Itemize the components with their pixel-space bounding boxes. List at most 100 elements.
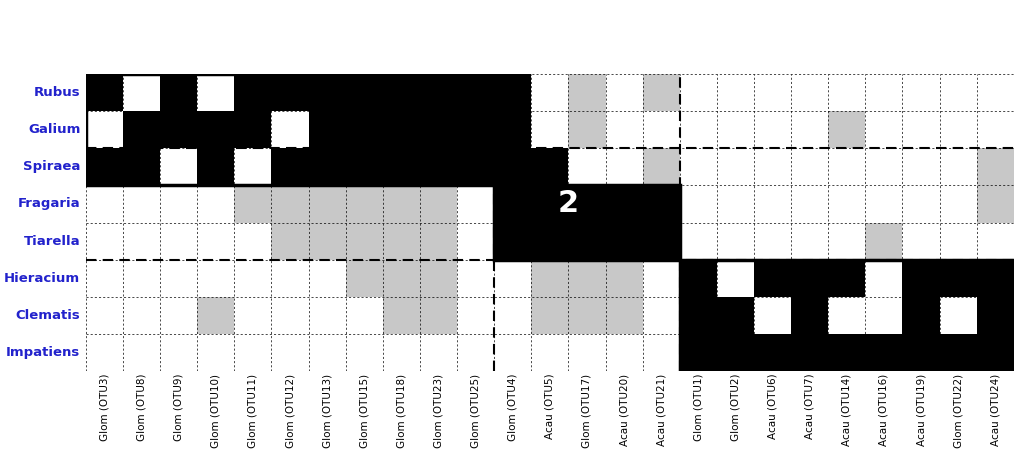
Bar (754, 297, 791, 334)
Bar (86, 111, 123, 148)
Bar (419, 111, 457, 148)
Bar (903, 74, 940, 111)
Bar (346, 260, 383, 297)
Bar (494, 148, 531, 185)
Bar (272, 260, 308, 297)
Bar (642, 74, 680, 111)
Bar (531, 334, 568, 371)
Bar (123, 74, 160, 111)
Bar (606, 334, 642, 371)
Bar (829, 74, 865, 111)
Bar (308, 148, 346, 185)
Bar (308, 74, 346, 111)
Bar (346, 222, 383, 260)
Bar (940, 260, 976, 297)
Bar (234, 74, 272, 111)
Bar (791, 185, 829, 222)
Bar (494, 334, 531, 371)
Bar (346, 297, 383, 334)
Bar (234, 111, 272, 148)
Bar (123, 148, 160, 185)
Bar (531, 222, 568, 260)
Bar (606, 185, 642, 222)
Bar (197, 334, 234, 371)
Bar (791, 334, 829, 371)
Bar (903, 148, 940, 185)
Bar (606, 260, 642, 297)
Bar (680, 334, 717, 371)
Bar (717, 111, 754, 148)
Bar (531, 148, 568, 185)
Bar (160, 111, 197, 148)
Bar (383, 111, 419, 148)
Bar (123, 185, 160, 222)
Bar (494, 222, 531, 260)
Bar (383, 185, 419, 222)
Bar (234, 334, 272, 371)
Bar (940, 222, 976, 260)
Bar (642, 260, 680, 297)
Bar (568, 222, 606, 260)
Bar (791, 111, 829, 148)
Bar (419, 297, 457, 334)
Bar (754, 74, 791, 111)
Bar (160, 297, 197, 334)
Bar (197, 260, 234, 297)
Bar (865, 111, 903, 148)
Bar (976, 74, 1014, 111)
Bar (568, 74, 606, 111)
Bar (308, 222, 346, 260)
Bar (680, 148, 717, 185)
Bar (308, 260, 346, 297)
Bar (494, 185, 531, 222)
Bar (383, 222, 419, 260)
Bar (160, 260, 197, 297)
Bar (346, 74, 383, 111)
Bar (940, 74, 976, 111)
Bar (976, 297, 1014, 334)
Bar (717, 260, 754, 297)
Text: 2: 2 (558, 190, 579, 219)
Bar (86, 260, 123, 297)
Bar (829, 260, 865, 297)
Bar (642, 222, 680, 260)
Bar (754, 185, 791, 222)
Bar (494, 297, 531, 334)
Bar (457, 74, 494, 111)
Bar (86, 297, 123, 334)
Bar (346, 111, 383, 148)
Bar (308, 111, 346, 148)
Bar (457, 260, 494, 297)
Bar (568, 260, 606, 297)
Bar (383, 74, 419, 111)
Bar (86, 148, 123, 185)
Bar (791, 222, 829, 260)
Bar (865, 260, 903, 297)
Bar (865, 222, 903, 260)
Bar (494, 260, 531, 297)
Bar (568, 111, 606, 148)
Bar (791, 74, 829, 111)
Bar (160, 74, 197, 111)
Bar (160, 148, 197, 185)
Bar (680, 297, 717, 334)
Bar (903, 185, 940, 222)
Bar (976, 260, 1014, 297)
Bar (308, 185, 346, 222)
Bar (383, 334, 419, 371)
Bar (865, 148, 903, 185)
Bar (642, 185, 680, 222)
Bar (717, 222, 754, 260)
Bar (346, 148, 383, 185)
Bar (123, 222, 160, 260)
Bar (123, 334, 160, 371)
Bar (457, 222, 494, 260)
Bar (308, 297, 346, 334)
Bar (531, 185, 568, 222)
Bar (717, 74, 754, 111)
Bar (903, 111, 940, 148)
Bar (754, 111, 791, 148)
Bar (197, 148, 234, 185)
Bar (531, 111, 568, 148)
Bar (642, 334, 680, 371)
